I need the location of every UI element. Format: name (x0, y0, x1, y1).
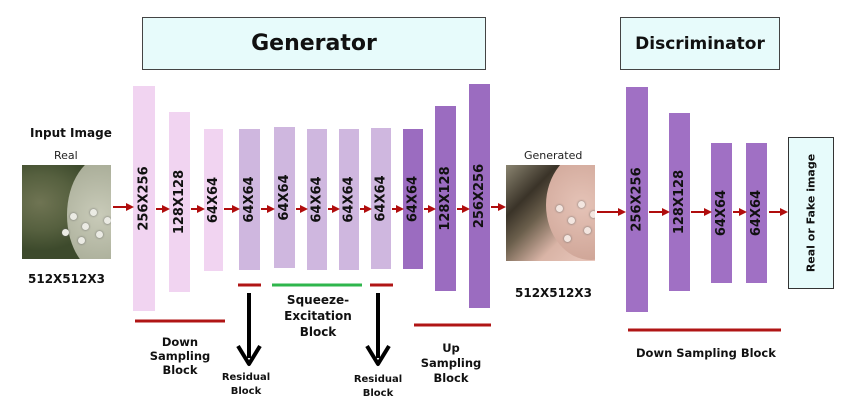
generator-title: Generator (142, 17, 486, 70)
discriminator-block-3 (711, 143, 732, 283)
input-image (22, 165, 111, 259)
generator-block-label-7: 64X64 (342, 176, 357, 222)
generated-image-caption: Generated (524, 149, 583, 162)
discriminator-block-4 (746, 143, 767, 283)
generator-block-label-10: 128X128 (438, 166, 453, 230)
generator-block-10 (435, 106, 456, 291)
discriminator-block-label-4: 64X64 (749, 190, 764, 236)
generated-image (506, 165, 595, 261)
discriminator-block-label-1: 256X256 (630, 167, 645, 231)
residual-arrow-1 (236, 293, 262, 366)
up-sampling-label: Up Sampling Block (420, 341, 482, 385)
generator-block-label-4: 64X64 (242, 176, 257, 222)
generator-block-5 (274, 127, 295, 268)
discriminator-block-1 (626, 87, 648, 312)
discriminator-block-label-3: 64X64 (714, 190, 729, 236)
generator-block-6 (307, 129, 327, 270)
generator-block-label-6: 64X64 (310, 176, 325, 222)
residual-label-1: Residual Block (221, 372, 271, 397)
discriminator-block-label-2: 128X128 (672, 170, 687, 234)
real-or-fake-label: Real or Fake image (804, 153, 818, 273)
generator-block-label-2: 128X128 (172, 170, 187, 234)
generator-block-label-1: 256X256 (137, 166, 152, 230)
generator-block-8 (371, 128, 391, 269)
generator-block-label-8: 64X64 (374, 175, 389, 221)
generator-block-4 (239, 129, 260, 270)
generator-block-9 (403, 129, 423, 269)
generator-block-11 (469, 84, 490, 308)
generator-block-1 (133, 86, 155, 311)
generator-block-label-5: 64X64 (277, 174, 292, 220)
disc-down-sampling-label: Down Sampling Block (636, 346, 776, 360)
generated-image-size: 512X512X3 (515, 286, 592, 300)
generator-block-3 (204, 129, 223, 271)
input-image-caption: Real (54, 149, 78, 162)
real-or-fake-output: Real or Fake image (788, 137, 834, 289)
squeeze-excitation-label: Squeeze- Excitation Block (284, 293, 352, 339)
generator-block-7 (339, 129, 359, 270)
discriminator-title: Discriminator (620, 17, 780, 70)
generator-block-label-9: 64X64 (406, 176, 421, 222)
discriminator-block-2 (669, 113, 690, 291)
down-sampling-label: Down Sampling Block (149, 335, 211, 377)
input-image-size: 512X512X3 (28, 272, 105, 286)
generator-block-label-11: 256X256 (472, 164, 487, 228)
generator-block-2 (169, 112, 190, 292)
input-image-heading: Input Image (30, 126, 112, 140)
residual-arrow-2 (365, 293, 391, 366)
residual-label-2: Residual Block (353, 374, 403, 399)
generator-block-label-3: 64X64 (206, 177, 221, 223)
